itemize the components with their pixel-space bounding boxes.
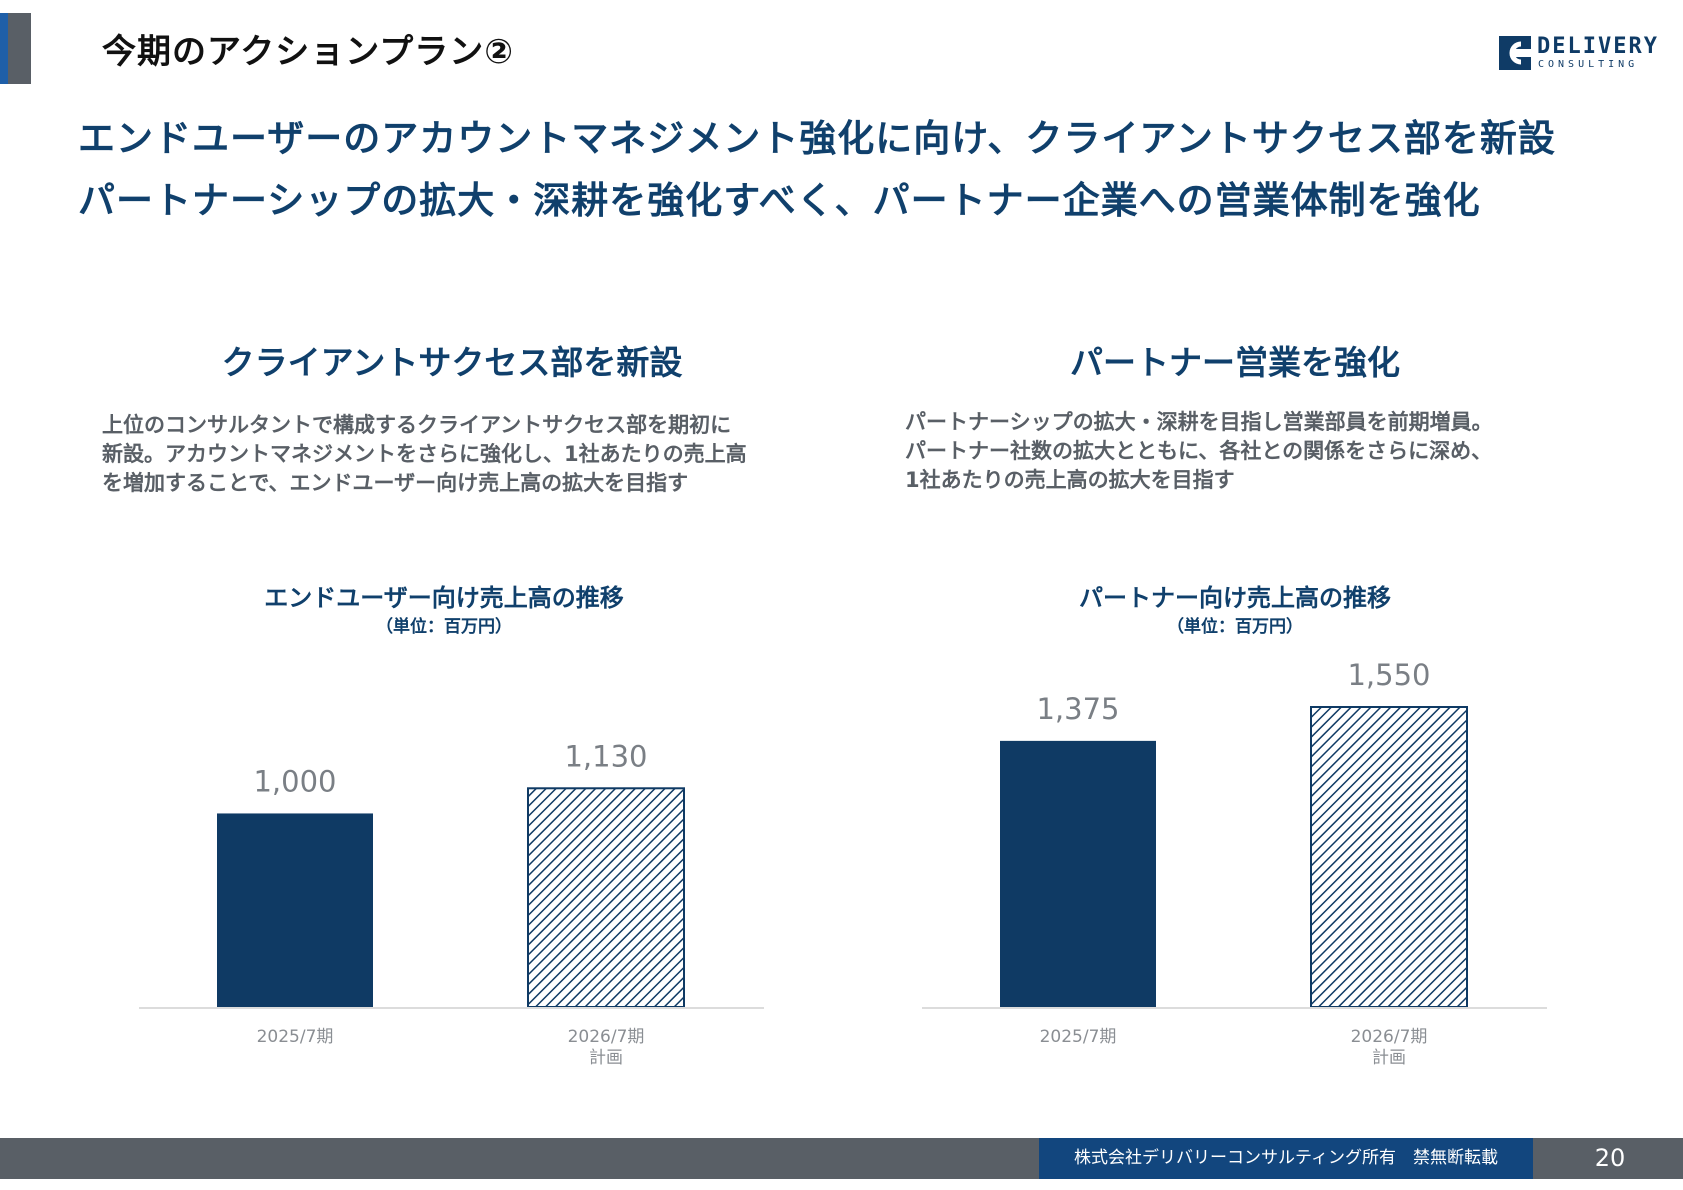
- right-panel-title: パートナー営業を強化: [1070, 343, 1400, 382]
- header-accent-bar: [0, 13, 31, 84]
- left-panel-description: 上位のコンサルタントで構成するクライアントサクセス部を期初に 新設。アカウントマ…: [102, 411, 747, 498]
- bar-value-label: 1,550: [1347, 658, 1430, 692]
- logo-word-primary: DELIVERY: [1537, 34, 1659, 59]
- chart-enduser-title: エンドユーザー向け売上高の推移: [264, 584, 624, 612]
- category-tick-label: 2026/7期: [1351, 1027, 1428, 1047]
- left-desc-line: を増加することで、エンドユーザー向け売上高の拡大を目指す: [102, 471, 689, 495]
- category-tick-label: 計画: [1372, 1048, 1406, 1068]
- right-desc-line: パートナー社数の拡大とともに、各社との関係をさらに深め、: [905, 439, 1493, 463]
- slide-title: 今期のアクションプラン②: [102, 32, 515, 72]
- chart-partner-unit: （単位：百万円）: [1167, 617, 1303, 637]
- right-desc-line: 1社あたりの売上高の拡大を目指す: [905, 468, 1235, 492]
- category-tick-label: 2025/7期: [257, 1027, 334, 1047]
- category-tick-label: 計画: [589, 1048, 623, 1068]
- footer-copyright: 株式会社デリバリーコンサルティング所有 禁無断転載: [1039, 1138, 1533, 1179]
- bar-actual: [217, 813, 373, 1007]
- right-desc-line: パートナーシップの拡大・深耕を目指し営業部員を前期増員。: [905, 410, 1493, 434]
- category-tick-label: 2026/7期: [568, 1027, 645, 1047]
- bar-plan: [527, 787, 685, 1008]
- bar-actual: [1000, 740, 1156, 1007]
- bar-value-label: 1,375: [1036, 692, 1119, 726]
- category-tick-label: 2025/7期: [1040, 1027, 1117, 1047]
- left-desc-line: 上位のコンサルタントで構成するクライアントサクセス部を期初に: [102, 413, 732, 437]
- left-desc-line: 新設。アカウントマネジメントをさらに強化し、1社あたりの売上高: [102, 442, 747, 466]
- logo-mark-icon: [1499, 36, 1531, 70]
- right-panel-description: パートナーシップの拡大・深耕を目指し営業部員を前期増員。 パートナー社数の拡大と…: [905, 408, 1493, 495]
- company-logo: DELIVERY CONSULTING: [1499, 34, 1657, 74]
- headline-line-2: パートナーシップの拡大・深耕を強化すべく、パートナー企業への営業体制を強化: [78, 179, 1481, 222]
- logo-word-secondary: CONSULTING: [1538, 59, 1639, 70]
- headline-line-1: エンドユーザーのアカウントマネジメント強化に向け、クライアントサクセス部を新設: [78, 117, 1556, 160]
- left-panel-title: クライアントサクセス部を新設: [221, 343, 683, 382]
- bar-plan: [1310, 706, 1468, 1008]
- chart-enduser-unit: （単位：百万円）: [376, 617, 512, 637]
- bar-value-label: 1,000: [253, 764, 336, 798]
- chart-partner-title: パートナー向け売上高の推移: [1079, 584, 1391, 612]
- bar-value-label: 1,130: [564, 739, 647, 773]
- page-number: 20: [1594, 1144, 1626, 1172]
